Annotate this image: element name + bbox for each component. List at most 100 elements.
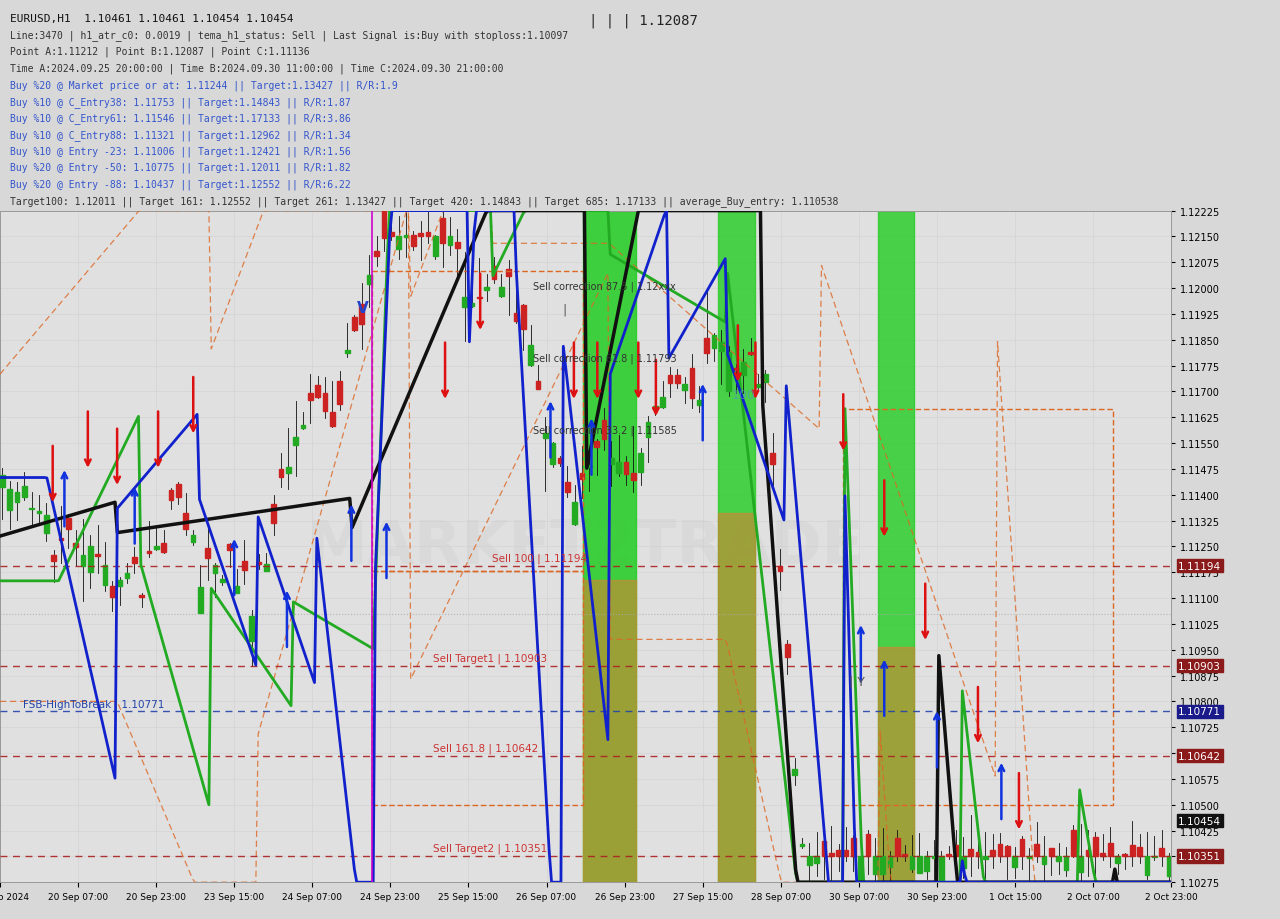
Bar: [1166, 857, 1171, 876]
Bar: [140, 596, 145, 597]
Text: Buy %20 @ Entry -88: 1.10437 || Target:1.12552 || R/R:6.22: Buy %20 @ Entry -88: 1.10437 || Target:1…: [10, 179, 351, 189]
Bar: [1079, 857, 1083, 872]
Text: Sell correction 33.2 | 1.11585: Sell correction 33.2 | 1.11585: [532, 425, 677, 436]
Bar: [602, 421, 607, 439]
Bar: [543, 434, 548, 438]
Bar: [1107, 844, 1112, 857]
Bar: [564, 482, 570, 493]
Bar: [372, 272, 584, 571]
Bar: [763, 374, 768, 382]
Bar: [477, 297, 481, 299]
Bar: [1020, 839, 1024, 857]
Bar: [712, 335, 717, 349]
Bar: [529, 346, 532, 366]
Bar: [506, 270, 511, 278]
Bar: [67, 519, 70, 529]
Bar: [448, 237, 452, 246]
Bar: [1144, 857, 1149, 875]
Bar: [668, 376, 672, 383]
Bar: [44, 516, 49, 534]
Bar: [250, 617, 255, 641]
Text: MARKET2TRADE: MARKET2TRADE: [307, 517, 864, 576]
Bar: [771, 453, 774, 465]
Text: 1.10351: 1.10351: [1178, 851, 1221, 861]
Bar: [785, 645, 790, 657]
Bar: [8, 490, 12, 510]
Text: 1.11194: 1.11194: [1178, 562, 1221, 571]
Bar: [73, 544, 78, 548]
Text: Sell correction 61.8 | 1.11793: Sell correction 61.8 | 1.11793: [532, 353, 677, 364]
Text: Sell correction 87.5 | 1.12xxx: Sell correction 87.5 | 1.12xxx: [532, 281, 676, 292]
Bar: [315, 385, 320, 398]
Bar: [690, 369, 694, 399]
Bar: [425, 233, 430, 237]
Bar: [726, 352, 731, 391]
Bar: [1130, 845, 1134, 857]
Bar: [704, 339, 709, 354]
Bar: [1152, 856, 1157, 857]
Bar: [0, 475, 5, 488]
Bar: [645, 423, 650, 437]
Bar: [616, 462, 621, 473]
Bar: [462, 298, 467, 308]
Text: Target100: 1.12011 || Target 161: 1.12552 || Target 261: 1.13427 || Target 420: : Target100: 1.12011 || Target 161: 1.1255…: [10, 196, 838, 207]
Text: Buy %10 @ C_Entry88: 1.11321 || Target:1.12962 || R/R:1.34: Buy %10 @ C_Entry88: 1.11321 || Target:1…: [10, 130, 351, 141]
Bar: [14, 493, 19, 502]
Bar: [946, 854, 951, 857]
Bar: [1085, 850, 1091, 857]
Bar: [778, 566, 782, 572]
Text: Buy %10 @ Entry -23: 1.11006 || Target:1.12421 || R/R:1.56: Buy %10 @ Entry -23: 1.11006 || Target:1…: [10, 146, 351, 156]
Bar: [381, 199, 387, 239]
Bar: [1050, 848, 1053, 857]
Text: Buy %20 @ Market price or at: 1.11244 || Target:1.13427 || R/R:1.9: Buy %20 @ Market price or at: 1.11244 ||…: [10, 80, 398, 90]
Text: Sell 161.8 | 1.10642: Sell 161.8 | 1.10642: [434, 743, 539, 754]
Bar: [888, 857, 892, 868]
Bar: [1056, 857, 1061, 861]
Bar: [1042, 857, 1047, 864]
Bar: [1012, 857, 1018, 867]
Bar: [440, 219, 445, 244]
Bar: [205, 549, 210, 559]
Bar: [470, 303, 474, 306]
Bar: [800, 844, 804, 845]
Text: 1.10903: 1.10903: [1178, 661, 1221, 671]
Text: EURUSD,H1  1.10461 1.10461 1.10454 1.10454: EURUSD,H1 1.10461 1.10461 1.10454 1.1045…: [10, 14, 293, 24]
Bar: [124, 573, 129, 578]
Text: Sell Target1 | 1.10903: Sell Target1 | 1.10903: [434, 652, 548, 664]
Bar: [639, 454, 643, 473]
Text: |: |: [562, 303, 567, 316]
Bar: [234, 586, 239, 593]
Bar: [118, 580, 122, 586]
Bar: [1160, 848, 1164, 857]
Bar: [372, 571, 584, 805]
Bar: [844, 409, 1112, 805]
Bar: [169, 490, 173, 500]
Text: Buy %10 @ C_Entry38: 1.11753 || Target:1.14843 || R/R:1.87: Buy %10 @ C_Entry38: 1.11753 || Target:1…: [10, 96, 351, 108]
Bar: [733, 369, 739, 370]
Bar: [198, 587, 202, 614]
Bar: [212, 565, 218, 573]
Bar: [51, 556, 56, 562]
Bar: [975, 853, 980, 857]
Bar: [844, 849, 849, 857]
Text: 1.10771: 1.10771: [1178, 707, 1221, 717]
Bar: [588, 465, 591, 467]
Text: Buy %10 @ C_Entry61: 1.11546 || Target:1.17133 || R/R:3.86: Buy %10 @ C_Entry61: 1.11546 || Target:1…: [10, 113, 351, 124]
Bar: [991, 850, 995, 857]
Bar: [484, 288, 489, 290]
Bar: [96, 554, 100, 556]
Bar: [81, 555, 86, 566]
Bar: [580, 473, 584, 480]
Bar: [822, 841, 827, 857]
Bar: [961, 857, 966, 868]
Bar: [177, 484, 180, 498]
Bar: [584, 211, 636, 882]
Bar: [718, 211, 755, 882]
Text: 100: 100: [732, 389, 756, 402]
Bar: [257, 562, 261, 564]
Bar: [308, 393, 312, 400]
Bar: [851, 838, 856, 857]
Bar: [88, 546, 92, 573]
Bar: [698, 400, 701, 405]
Bar: [330, 413, 335, 427]
